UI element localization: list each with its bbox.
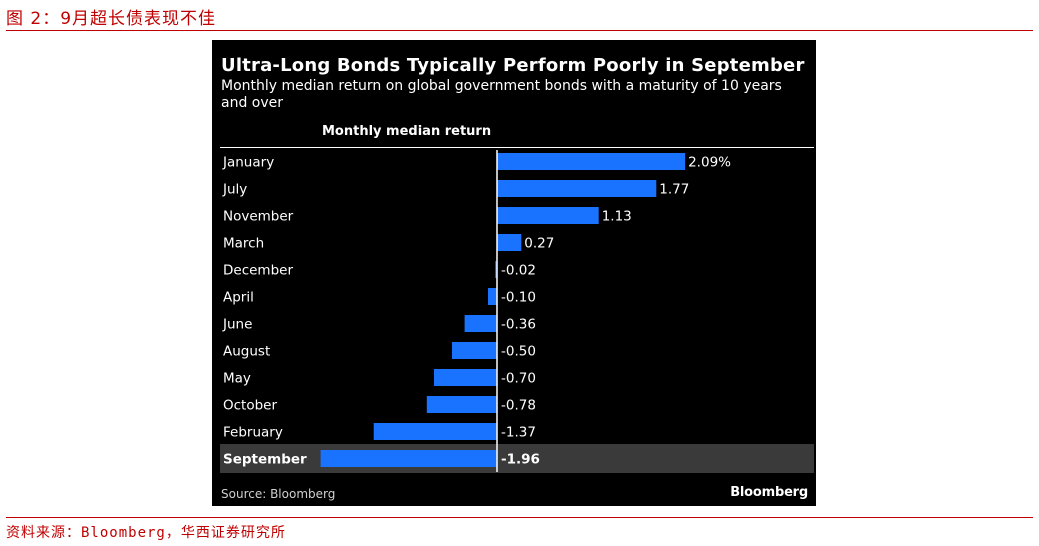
value-label: 1.13 — [602, 209, 632, 225]
category-label: August — [223, 344, 270, 360]
figure-title: 图 2：9月超长债表现不佳 — [6, 9, 217, 29]
bar — [426, 396, 497, 413]
top-divider — [6, 30, 1033, 31]
value-label: -0.70 — [501, 371, 536, 387]
bar — [497, 207, 599, 224]
bar — [320, 450, 497, 467]
figure-source: 资料来源：Bloomberg，华西证券研究所 — [6, 525, 286, 541]
category-label: June — [222, 317, 252, 333]
bar — [495, 261, 497, 278]
category-label: March — [223, 236, 264, 252]
highlight-row-bg — [220, 444, 814, 473]
bar — [497, 234, 522, 251]
chart-source: Source: Bloomberg — [221, 487, 336, 501]
category-label: October — [223, 398, 277, 414]
category-label: February — [223, 425, 283, 441]
value-label: -0.36 — [501, 317, 536, 333]
category-label: January — [222, 155, 274, 171]
value-label: -0.02 — [501, 263, 536, 279]
chart-panel: Ultra-Long Bonds Typically Perform Poorl… — [212, 40, 816, 506]
category-label: April — [223, 290, 254, 306]
value-label: 0.27 — [524, 236, 554, 252]
bar — [497, 180, 657, 197]
bloomberg-logo: Bloomberg — [730, 485, 808, 500]
value-label: 1.77 — [659, 182, 689, 198]
bar — [452, 342, 497, 359]
value-label: -0.50 — [501, 344, 536, 360]
column-header: Monthly median return — [322, 124, 492, 139]
bar — [434, 369, 497, 386]
bar — [373, 423, 497, 440]
category-label: November — [223, 209, 294, 225]
value-label: -0.78 — [501, 398, 536, 414]
bottom-divider — [6, 517, 1033, 518]
bar — [497, 153, 686, 170]
bar — [488, 288, 497, 305]
chart-title: Ultra-Long Bonds Typically Perform Poorl… — [221, 55, 805, 76]
category-label: May — [223, 371, 251, 387]
value-label: -0.10 — [501, 290, 536, 306]
bar — [464, 315, 497, 332]
category-label: July — [222, 182, 247, 198]
category-label: December — [223, 263, 293, 279]
category-label: September — [223, 452, 307, 468]
value-label: -1.96 — [501, 452, 540, 468]
bar-chart: January 2.09% July 1.77 November 1.13 March 0.2… — [220, 147, 814, 473]
value-label: -1.37 — [501, 425, 536, 441]
chart-subtitle: Monthly median return on global governme… — [221, 78, 782, 111]
value-label: 2.09% — [688, 155, 731, 171]
